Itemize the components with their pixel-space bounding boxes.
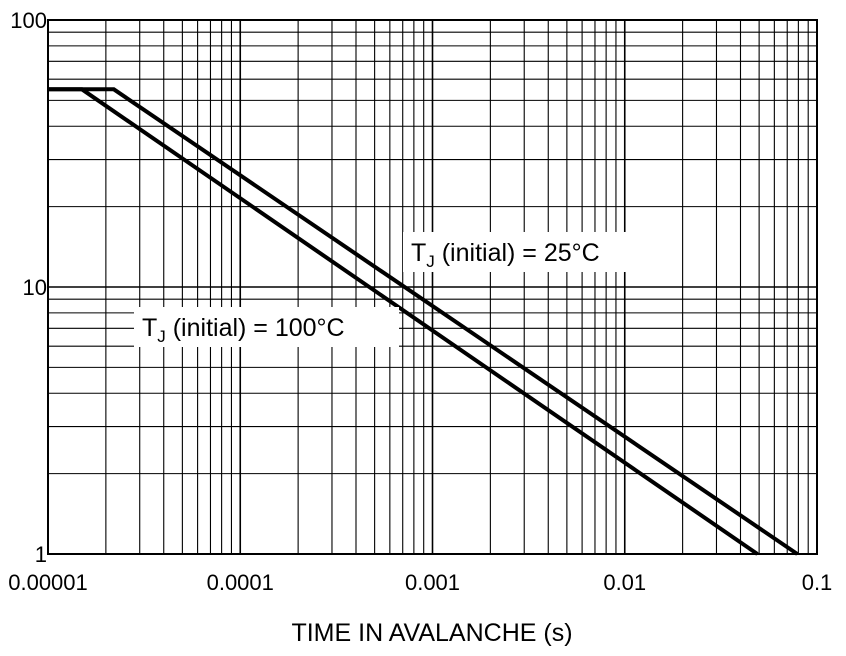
x-tick-label: 0.00001 xyxy=(8,570,88,595)
plot-frame xyxy=(47,19,818,555)
series-line-100c xyxy=(48,87,759,556)
y-tick-label: 10 xyxy=(23,275,47,300)
annotation-25c-text: TJ (initial) = 25°C xyxy=(411,239,600,271)
x-tick-label: 0.1 xyxy=(802,570,833,595)
y-tick-label: 100 xyxy=(10,8,47,33)
x-tick-label: 0.01 xyxy=(603,570,646,595)
grid xyxy=(47,20,817,555)
series-group xyxy=(48,87,799,556)
annotation-25c: TJ (initial) = 25°C xyxy=(403,232,639,272)
x-tick-label: 0.0001 xyxy=(207,570,274,595)
annotation-100c-text: TJ (initial) = 100°C xyxy=(142,314,345,346)
x-axis-title: TIME IN AVALANCHE (s) xyxy=(291,619,572,647)
tick-labels: 0.00001 0.0001 0.001 0.01 0.1 1 10 100 xyxy=(8,8,832,595)
x-tick-label: 0.001 xyxy=(405,570,460,595)
annotation-100c: TJ (initial) = 100°C xyxy=(134,307,399,347)
y-tick-label: 1 xyxy=(35,542,47,567)
